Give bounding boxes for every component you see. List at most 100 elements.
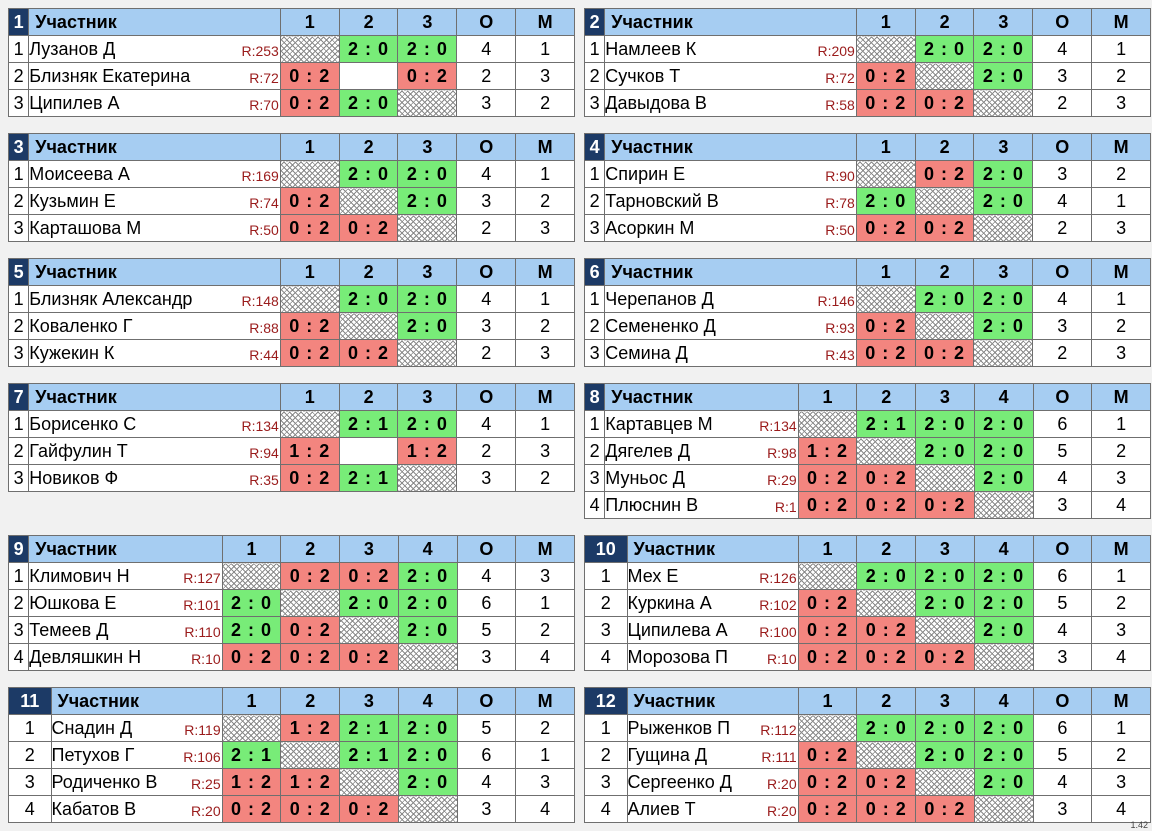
player-name: Юшкова Е [29,592,117,613]
points-header: О [1032,133,1093,161]
group-header: 8 Участник 1 2 3 4 О М [583,383,1151,411]
empty-score-cell [338,62,399,90]
self-match-cell [973,339,1034,367]
place-value: 2 [1091,160,1151,188]
score-cell: 2 : 0 [397,768,458,796]
column-header-4: 4 [973,383,1034,411]
place-header: М [1091,258,1151,286]
score-cell: 2 : 1 [856,410,917,438]
column-header-1: 1 [855,258,916,286]
player-rating: R:1 [774,499,797,515]
place-header: М [1091,133,1151,161]
place-value: 3 [1091,768,1151,796]
points-value: 3 [1032,62,1093,90]
row-number: 2 [7,437,30,465]
place-value: 2 [1091,312,1151,340]
score-cell: 0 : 2 [855,312,916,340]
score-cell: 0 : 2 [797,741,858,769]
row-number: 1 [7,410,30,438]
score-cell: 2 : 0 [338,35,399,63]
score-cell: 0 : 2 [397,62,458,90]
score-cell: 2 : 0 [915,714,975,742]
player-cell: Морозова П R:10 [626,643,799,671]
row-number: 1 [583,35,606,63]
score-cell: 1 : 2 [280,768,341,796]
score-cell: 2 : 1 [339,714,399,742]
points-value: 2 [456,339,517,367]
player-rating: R:78 [825,195,855,211]
self-match-cell [855,285,916,313]
row-number: 4 [7,643,30,671]
score-cell: 2 : 0 [973,589,1034,617]
score-cell: 2 : 0 [973,741,1034,769]
place-value: 1 [515,589,575,617]
player-name: Черепанов Д [605,288,714,309]
self-match-cell [339,616,399,644]
self-match-cell [973,89,1034,117]
row-number: 2 [7,589,30,617]
score-cell: 0 : 2 [915,795,975,823]
self-match-cell [914,187,975,215]
self-match-cell [397,464,458,492]
self-match-cell [856,437,917,465]
column-header-2: 2 [338,258,399,286]
score-cell: 2 : 0 [973,437,1034,465]
player-cell: Климович Н R:127 [28,562,223,590]
place-value: 4 [515,643,575,671]
column-header-2: 2 [856,535,917,563]
row-number: 1 [584,714,628,742]
row-number: 3 [7,339,30,367]
player-cell: Моисеева А R:169 [28,160,281,188]
column-header-1: 1 [279,8,340,36]
score-cell: 2 : 0 [973,768,1034,796]
score-cell: 0 : 2 [279,62,340,90]
column-header-3: 3 [397,133,458,161]
self-match-cell [338,187,399,215]
points-value: 4 [1032,187,1093,215]
points-value: 5 [1032,741,1093,769]
score-cell: 0 : 2 [797,491,858,519]
self-match-cell [339,768,399,796]
points-header: О [1032,258,1093,286]
player-cell: Семененко Д R:93 [604,312,857,340]
player-rating: R:111 [761,749,797,765]
points-value: 5 [1032,589,1093,617]
score-cell: 0 : 2 [797,464,858,492]
points-value: 4 [456,35,517,63]
score-cell: 2 : 0 [397,312,458,340]
score-cell: 2 : 0 [338,89,399,117]
player-rating: R:10 [191,651,221,667]
place-value: 2 [1091,741,1151,769]
score-cell: 2 : 0 [915,741,975,769]
row-number: 4 [583,491,606,519]
row-number: 3 [7,464,30,492]
row-number: 2 [583,187,606,215]
score-cell: 2 : 0 [914,35,975,63]
column-header-3: 3 [397,383,458,411]
player-rating: R:20 [767,803,797,819]
column-header-3: 3 [339,535,399,563]
player-cell: Юшкова Е R:101 [28,589,223,617]
points-header: О [1032,383,1093,411]
place-value: 3 [1091,616,1151,644]
score-cell: 2 : 0 [397,589,458,617]
player-rating: R:146 [817,293,855,309]
self-match-cell [915,616,975,644]
player-cell: Гущина Д R:111 [626,741,799,769]
points-header: О [1032,8,1093,36]
self-match-cell [797,410,858,438]
player-cell: Борисенко С R:134 [28,410,281,438]
player-name: Родиченко В [51,771,158,792]
score-cell: 0 : 2 [856,768,917,796]
column-header-1: 1 [221,687,282,715]
